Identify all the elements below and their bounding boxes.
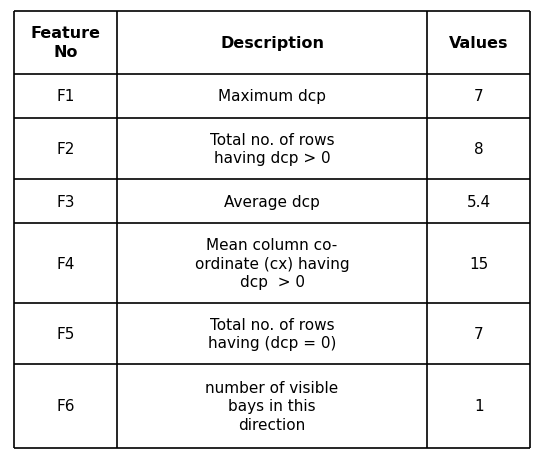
Text: Description: Description (220, 35, 324, 50)
Text: F3: F3 (56, 195, 75, 209)
Text: Maximum dcp: Maximum dcp (218, 89, 326, 104)
Text: F1: F1 (56, 89, 75, 104)
Text: 15: 15 (469, 256, 489, 271)
Text: number of visible
bays in this
direction: number of visible bays in this direction (206, 380, 338, 432)
Text: 7: 7 (474, 89, 484, 104)
Text: F2: F2 (56, 142, 75, 157)
Text: Total no. of rows
having (dcp = 0): Total no. of rows having (dcp = 0) (208, 317, 336, 351)
Text: F4: F4 (56, 256, 75, 271)
Text: F5: F5 (56, 326, 75, 341)
Text: Values: Values (449, 35, 509, 50)
Text: Feature
No: Feature No (30, 26, 100, 60)
Text: 7: 7 (474, 326, 484, 341)
Text: Total no. of rows
having dcp > 0: Total no. of rows having dcp > 0 (209, 133, 335, 166)
Text: Mean column co-
ordinate (cx) having
dcp  > 0: Mean column co- ordinate (cx) having dcp… (195, 237, 349, 290)
Text: 5.4: 5.4 (467, 195, 491, 209)
Text: 1: 1 (474, 398, 484, 414)
Text: Average dcp: Average dcp (224, 195, 320, 209)
Text: 8: 8 (474, 142, 484, 157)
Text: F6: F6 (56, 398, 75, 414)
